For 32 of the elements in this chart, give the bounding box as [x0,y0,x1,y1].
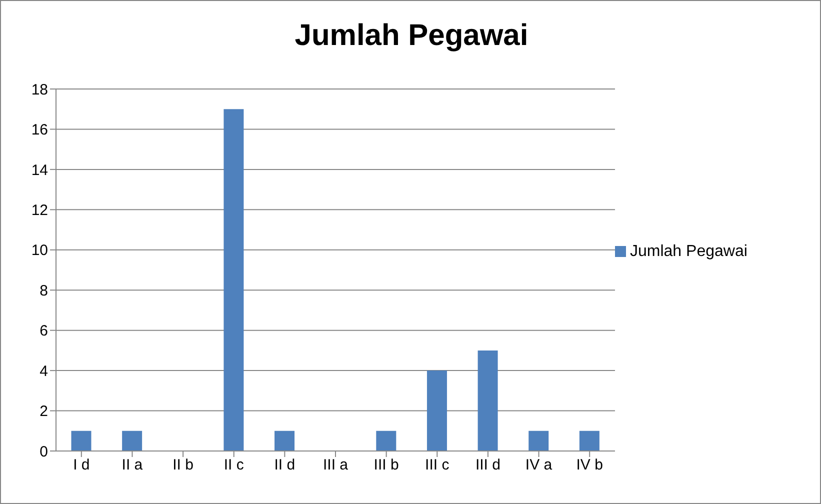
x-tick-label: III b [374,456,399,474]
y-tick-label: 10 [31,242,48,260]
x-tick-label: III c [425,456,450,474]
y-tick-label: 16 [31,122,48,139]
x-tick-label: II d [274,456,296,474]
x-tick-label: II b [172,456,194,474]
bar [224,109,244,451]
y-tick-label: 14 [31,162,48,179]
x-tick-label: IV b [576,456,603,474]
bar [122,430,142,451]
y-tick-label: 12 [31,202,48,219]
y-tick-label: 2 [40,403,48,420]
y-tick-label: 8 [40,282,48,300]
x-tick-label: III a [322,456,349,474]
bar [478,350,498,451]
x-tick-label: II c [224,456,244,474]
bar [528,430,549,451]
y-tick-label: 18 [31,81,48,98]
x-tick-label: II a [122,456,144,474]
y-tick-label: 0 [40,443,48,460]
legend-label: Jumlah Pegawai [630,243,748,260]
x-tick-label: III d [475,456,500,474]
chart-title: Jumlah Pegawai [294,19,530,53]
y-tick-label: 6 [40,322,48,340]
x-tick-label: I d [73,456,90,474]
y-tick-label: 4 [40,362,48,380]
bar [426,370,447,451]
bar [71,430,92,451]
bar [376,430,396,451]
x-tick-label: IV a [525,456,553,474]
bar [579,430,600,451]
bar [274,430,295,451]
